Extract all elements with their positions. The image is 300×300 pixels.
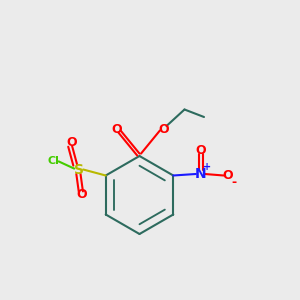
Text: O: O <box>195 143 206 157</box>
Text: O: O <box>66 136 76 149</box>
Text: +: + <box>203 162 211 172</box>
Text: O: O <box>76 188 87 202</box>
Text: S: S <box>74 163 84 176</box>
Text: -: - <box>231 176 236 189</box>
Text: N: N <box>194 167 206 181</box>
Text: O: O <box>112 122 122 136</box>
Text: O: O <box>158 122 169 136</box>
Text: O: O <box>222 169 232 182</box>
Text: Cl: Cl <box>47 155 59 166</box>
